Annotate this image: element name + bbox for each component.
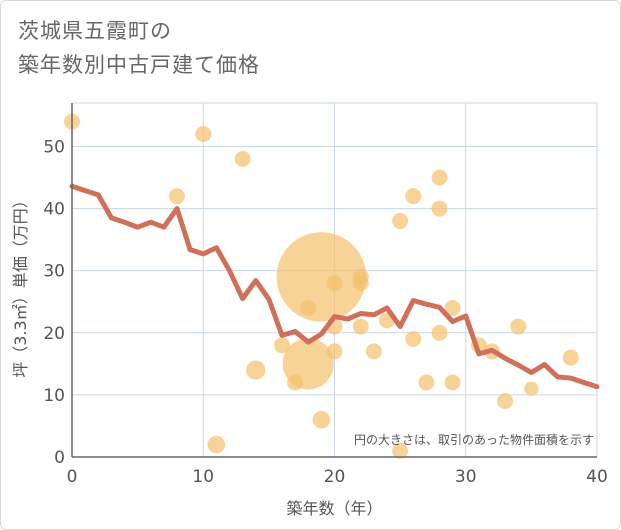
data-point bbox=[246, 360, 266, 380]
data-point bbox=[431, 169, 448, 186]
data-point bbox=[510, 318, 527, 335]
data-point bbox=[282, 338, 334, 390]
y-tick-label: 10 bbox=[43, 386, 65, 406]
data-point bbox=[418, 374, 435, 391]
data-point bbox=[444, 299, 461, 316]
y-tick-label: 0 bbox=[54, 448, 65, 468]
data-point bbox=[207, 435, 226, 454]
data-point bbox=[326, 343, 343, 360]
data-point bbox=[276, 232, 367, 322]
data-point bbox=[392, 213, 409, 229]
data-point bbox=[562, 349, 579, 366]
data-point bbox=[312, 410, 331, 429]
y-tick-label: 20 bbox=[43, 324, 65, 344]
y-tick-label: 50 bbox=[43, 137, 65, 157]
chart-title: 茨城県五霞町の 築年数別中古戸建て価格 bbox=[18, 14, 260, 82]
x-axis-label: 築年数（年） bbox=[286, 499, 382, 518]
data-point bbox=[195, 126, 212, 143]
data-point bbox=[405, 331, 422, 347]
data-point bbox=[497, 393, 514, 410]
data-point bbox=[431, 200, 448, 217]
data-point bbox=[169, 188, 185, 205]
data-point bbox=[352, 275, 369, 292]
y-tick-label: 30 bbox=[43, 262, 65, 282]
trend-line bbox=[69, 183, 600, 390]
data-point bbox=[405, 188, 422, 205]
data-point bbox=[274, 337, 290, 354]
data-point bbox=[365, 343, 382, 360]
data-point bbox=[431, 324, 448, 341]
x-tick-label: 10 bbox=[192, 467, 214, 487]
chart-title-line1: 茨城県五霞町の bbox=[18, 19, 172, 43]
tick-labels: 0 10 20 30 40 0 10 20 30 40 50 bbox=[43, 137, 607, 487]
data-point bbox=[524, 381, 539, 396]
chart-title-line2: 築年数別中古戸建て価格 bbox=[18, 53, 260, 77]
data-point bbox=[326, 275, 343, 292]
x-tick-label: 30 bbox=[455, 467, 477, 487]
bubble-layer bbox=[64, 113, 579, 459]
size-note: 円の大きさは、取引のあった物件面積を示す bbox=[354, 432, 594, 447]
data-point bbox=[444, 374, 461, 391]
y-tick-label: 40 bbox=[43, 200, 65, 220]
x-tick-label: 40 bbox=[586, 467, 608, 487]
data-point bbox=[352, 318, 369, 335]
data-point bbox=[392, 442, 409, 459]
x-tick-label: 20 bbox=[324, 467, 346, 487]
x-tick-label: 0 bbox=[67, 467, 78, 487]
y-axis-label: 坪（3.3㎡）単価（万円） bbox=[11, 192, 30, 377]
axes bbox=[71, 103, 597, 458]
data-point bbox=[234, 150, 251, 167]
